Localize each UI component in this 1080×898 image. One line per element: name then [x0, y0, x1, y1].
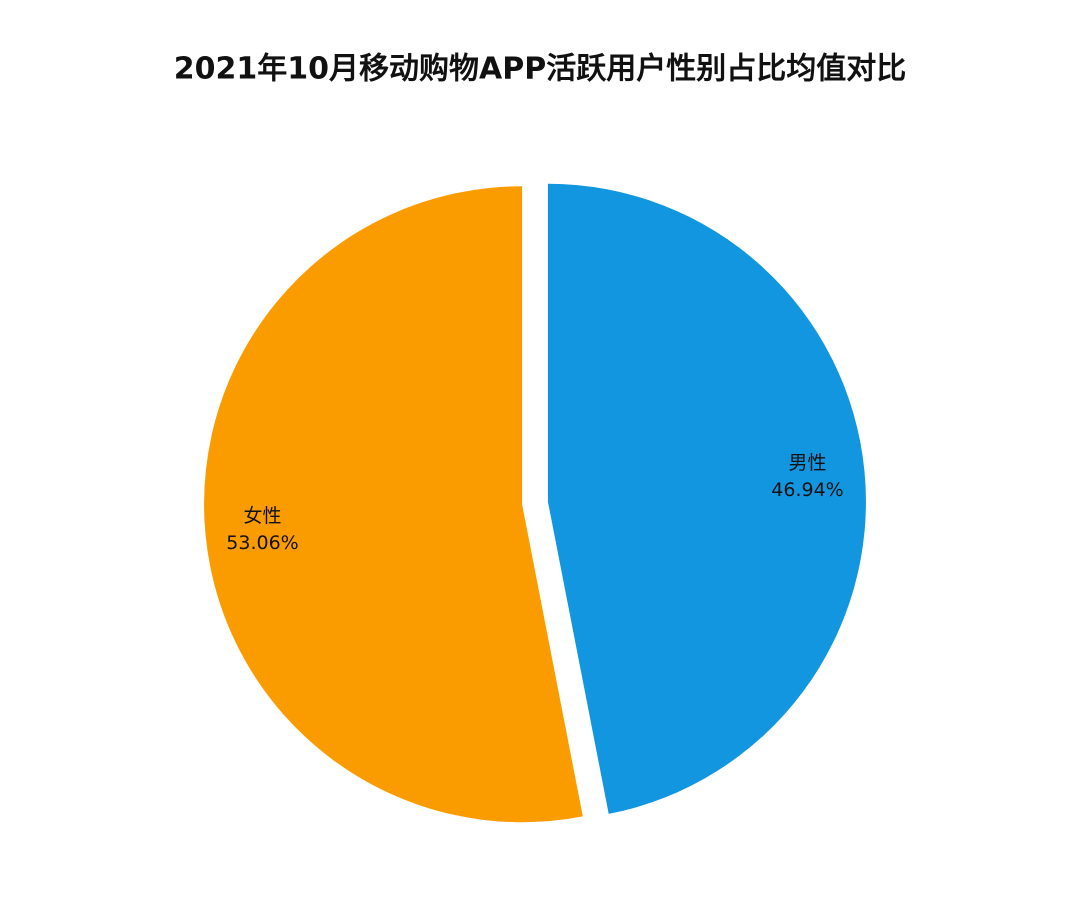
- slice-value-label: 46.94%: [771, 479, 843, 501]
- pie-slice: [204, 186, 583, 823]
- pie-slice: [547, 183, 866, 814]
- slice-label: 女性: [243, 505, 281, 527]
- slice-value-label: 53.06%: [226, 532, 298, 554]
- chart-title: 2021年10月移动购物APP活跃用户性别占比均值对比: [174, 52, 906, 87]
- slice-label: 男性: [788, 452, 826, 474]
